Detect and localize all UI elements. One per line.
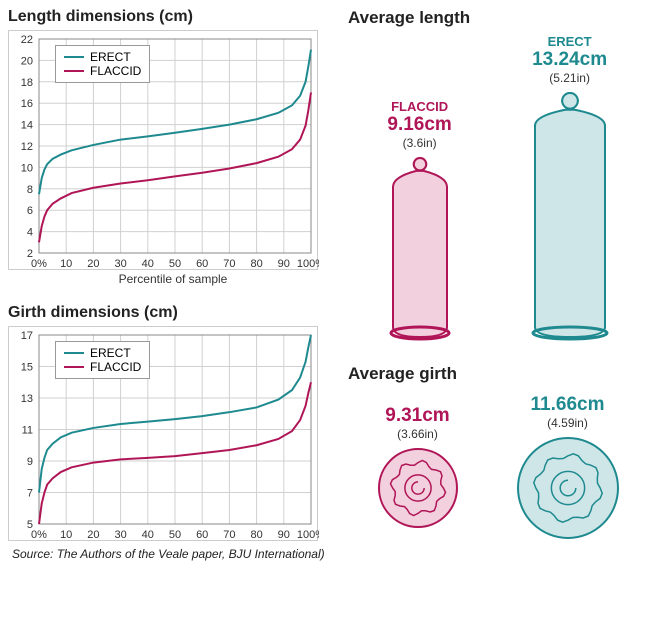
svg-text:80: 80 xyxy=(250,529,262,541)
avg-length-row: FLACCID 9.16cm (3.6in) ERECT 13.24cm (5.… xyxy=(348,34,648,346)
svg-text:20: 20 xyxy=(21,55,33,67)
svg-text:10: 10 xyxy=(60,529,72,541)
avg-length-erect: ERECT 13.24cm (5.21in) xyxy=(531,34,609,346)
girth-erect-sub: (4.59in) xyxy=(547,416,588,430)
svg-text:15: 15 xyxy=(21,362,33,374)
svg-text:13: 13 xyxy=(21,393,33,405)
avg-girth-flaccid: 9.31cm (3.66in) xyxy=(377,405,459,534)
legend-item: ERECT xyxy=(64,346,141,360)
chart-legend: ERECTFLACCID xyxy=(55,45,150,83)
length-chart-x-caption: Percentile of sample xyxy=(8,272,338,286)
girth-icon-erect xyxy=(516,436,620,545)
right-column: Average length FLACCID 9.16cm (3.6in) ER… xyxy=(338,8,648,561)
flaccid-label: FLACCID xyxy=(391,99,448,114)
svg-text:22: 22 xyxy=(21,34,33,46)
girth-flaccid-sub: (3.66in) xyxy=(397,427,438,441)
svg-text:8: 8 xyxy=(27,184,33,196)
girth-icon-flaccid xyxy=(377,447,459,534)
svg-text:70: 70 xyxy=(223,258,235,270)
svg-text:4: 4 xyxy=(27,227,33,239)
svg-text:17: 17 xyxy=(21,330,33,342)
legend-item: ERECT xyxy=(64,50,141,64)
svg-text:16: 16 xyxy=(21,98,33,110)
svg-text:10: 10 xyxy=(21,162,33,174)
erect-sub: (5.21in) xyxy=(549,71,590,85)
erect-label: ERECT xyxy=(548,34,592,49)
svg-text:6: 6 xyxy=(27,205,33,217)
condom-icon-flaccid xyxy=(389,156,451,346)
girth-chart: 579111315170%102030405060708090100%ERECT… xyxy=(8,326,318,541)
svg-text:70: 70 xyxy=(223,529,235,541)
svg-text:80: 80 xyxy=(250,258,262,270)
svg-text:30: 30 xyxy=(114,529,126,541)
legend-item: FLACCID xyxy=(64,64,141,78)
svg-text:50: 50 xyxy=(169,258,181,270)
svg-text:0%: 0% xyxy=(31,258,47,270)
svg-text:0%: 0% xyxy=(31,529,47,541)
erect-value: 13.24cm xyxy=(532,49,607,71)
girth-flaccid-value: 9.31cm xyxy=(385,405,449,427)
avg-girth-title: Average girth xyxy=(348,364,648,384)
girth-erect-value: 11.66cm xyxy=(531,394,605,416)
svg-text:7: 7 xyxy=(27,488,33,500)
svg-text:60: 60 xyxy=(196,529,208,541)
left-column: Length dimensions (cm) 24681012141618202… xyxy=(8,8,338,561)
svg-text:90: 90 xyxy=(278,529,290,541)
svg-text:9: 9 xyxy=(27,456,33,468)
svg-text:50: 50 xyxy=(169,529,181,541)
source-text: Source: The Authors of the Veale paper, … xyxy=(8,547,338,561)
svg-text:18: 18 xyxy=(21,77,33,89)
avg-length-flaccid: FLACCID 9.16cm (3.6in) xyxy=(387,99,451,346)
avg-girth-erect: 11.66cm (4.59in) xyxy=(516,394,620,545)
svg-text:60: 60 xyxy=(196,258,208,270)
svg-text:100%: 100% xyxy=(297,258,319,270)
girth-chart-title: Girth dimensions (cm) xyxy=(8,304,338,322)
svg-text:14: 14 xyxy=(21,120,33,132)
svg-text:90: 90 xyxy=(278,258,290,270)
length-chart-title: Length dimensions (cm) xyxy=(8,8,338,26)
svg-text:30: 30 xyxy=(114,258,126,270)
legend-item: FLACCID xyxy=(64,360,141,374)
svg-text:100%: 100% xyxy=(297,529,319,541)
condom-icon-erect xyxy=(531,91,609,346)
length-chart: 2468101214161820220%10203040506070809010… xyxy=(8,30,318,270)
chart-legend: ERECTFLACCID xyxy=(55,341,150,379)
svg-text:20: 20 xyxy=(87,258,99,270)
avg-girth-row: 9.31cm (3.66in) 11.66cm (4.59in) xyxy=(348,394,648,545)
svg-text:11: 11 xyxy=(22,425,33,437)
avg-length-title: Average length xyxy=(348,8,648,28)
flaccid-value: 9.16cm xyxy=(387,114,451,136)
svg-text:12: 12 xyxy=(21,141,33,153)
svg-text:20: 20 xyxy=(87,529,99,541)
flaccid-sub: (3.6in) xyxy=(403,136,437,150)
svg-text:10: 10 xyxy=(60,258,72,270)
svg-text:40: 40 xyxy=(142,529,154,541)
figure-root: Length dimensions (cm) 24681012141618202… xyxy=(0,0,657,569)
svg-text:40: 40 xyxy=(142,258,154,270)
